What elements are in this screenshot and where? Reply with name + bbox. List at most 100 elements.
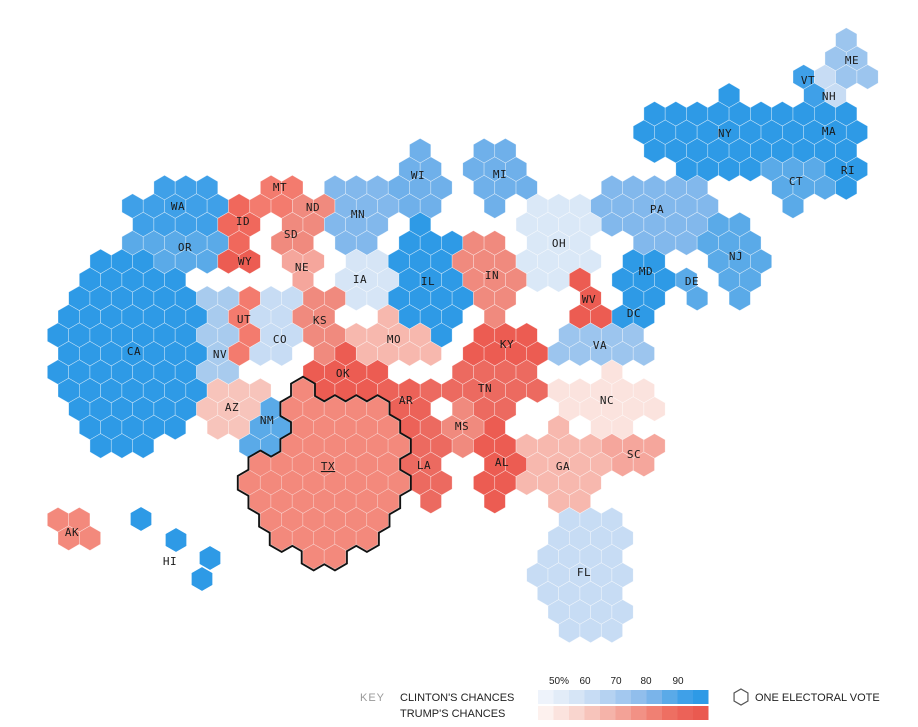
legend-tick-label: 80 xyxy=(640,676,652,687)
state-label-nh[interactable]: NH xyxy=(822,90,836,103)
legend-trump-swatch xyxy=(677,706,693,720)
legend-clinton-swatch xyxy=(569,690,585,704)
legend-trump-swatch xyxy=(553,706,569,720)
legend-trump-label: TRUMP'S CHANCES xyxy=(400,708,505,720)
state-label-ia[interactable]: IA xyxy=(353,273,367,286)
hex-nj xyxy=(728,285,751,311)
state-label-nv[interactable]: NV xyxy=(213,348,227,361)
state-label-ga[interactable]: GA xyxy=(556,460,570,473)
hex-hi xyxy=(165,527,187,553)
hex-de xyxy=(686,285,709,311)
state-label-vt[interactable]: VT xyxy=(801,74,815,87)
legend-clinton-swatch xyxy=(600,690,616,704)
state-label-ma[interactable]: MA xyxy=(822,125,836,138)
state-label-wv[interactable]: WV xyxy=(582,293,596,306)
state-label-pa[interactable]: PA xyxy=(650,203,664,216)
hex-hi xyxy=(130,506,152,532)
hex-sc xyxy=(632,451,655,477)
state-label-id[interactable]: ID xyxy=(236,215,250,228)
hex-hi xyxy=(199,545,221,571)
hex-al xyxy=(483,488,506,514)
state-label-nd[interactable]: ND xyxy=(306,201,320,214)
hex-ct xyxy=(782,193,804,219)
state-label-sd[interactable]: SD xyxy=(284,228,298,241)
state-label-co[interactable]: CO xyxy=(273,333,287,346)
hex-fl xyxy=(600,617,623,644)
state-label-tn[interactable]: TN xyxy=(478,382,492,395)
hex-ri xyxy=(835,174,858,201)
state-label-hi[interactable]: HI xyxy=(163,555,177,568)
legend-clinton-swatch xyxy=(631,690,647,704)
electoral-vote-hex-icon xyxy=(733,688,749,706)
legend-trump-swatch xyxy=(584,706,600,720)
legend-clinton-label: CLINTON'S CHANCES xyxy=(400,692,514,704)
state-label-va[interactable]: VA xyxy=(593,339,607,352)
legend-trump-swatch xyxy=(569,706,585,720)
state-label-ar[interactable]: AR xyxy=(399,394,413,407)
legend-clinton-swatch xyxy=(662,690,678,704)
legend-trump-swatch xyxy=(693,706,709,720)
state-label-mn[interactable]: MN xyxy=(351,208,365,221)
state-label-ks[interactable]: KS xyxy=(313,314,327,327)
state-label-de[interactable]: DE xyxy=(685,275,699,288)
state-label-az[interactable]: AZ xyxy=(225,401,239,414)
state-label-ky[interactable]: KY xyxy=(500,338,514,351)
legend-trump-swatch xyxy=(662,706,678,720)
legend-clinton-swatch xyxy=(693,690,709,704)
state-label-ri[interactable]: RI xyxy=(841,164,855,177)
state-label-in[interactable]: IN xyxy=(485,269,499,282)
state-label-ut[interactable]: UT xyxy=(237,313,251,326)
state-label-ak[interactable]: AK xyxy=(65,526,79,539)
state-label-sc[interactable]: SC xyxy=(627,448,641,461)
state-label-or[interactable]: OR xyxy=(178,241,192,254)
state-label-tx[interactable]: TX xyxy=(321,460,335,473)
hex-nc xyxy=(643,396,666,422)
legend-clinton-swatch xyxy=(584,690,600,704)
state-label-dc[interactable]: DC xyxy=(627,307,641,320)
state-label-fl[interactable]: FL xyxy=(577,566,591,579)
state-label-ms[interactable]: MS xyxy=(455,420,469,433)
hex-ca xyxy=(164,414,187,441)
legend-trump-swatch xyxy=(646,706,662,720)
state-label-md[interactable]: MD xyxy=(639,265,653,278)
state-label-mt[interactable]: MT xyxy=(273,181,287,194)
state-label-mo[interactable]: MO xyxy=(387,333,401,346)
legend-tick-label: 70 xyxy=(610,676,622,687)
state-label-wa[interactable]: WA xyxy=(171,200,185,213)
state-label-nj[interactable]: NJ xyxy=(729,250,743,263)
hex-ca xyxy=(132,433,155,459)
state-label-il[interactable]: IL xyxy=(421,275,435,288)
state-label-me[interactable]: ME xyxy=(845,54,859,67)
hex-la xyxy=(419,488,442,514)
state-label-oh[interactable]: OH xyxy=(552,237,566,250)
hex-layer xyxy=(47,27,879,644)
legend: KEY CLINTON'S CHANCES TRUMP'S CHANCES 50% 60… xyxy=(360,676,880,720)
state-label-wy[interactable]: WY xyxy=(238,255,252,268)
state-label-ok[interactable]: OK xyxy=(336,367,350,380)
state-label-al[interactable]: AL xyxy=(495,456,509,469)
legend-clinton-swatch xyxy=(538,690,554,704)
state-label-ct[interactable]: CT xyxy=(789,175,803,188)
state-label-nc[interactable]: NC xyxy=(600,394,614,407)
legend-clinton-swatch xyxy=(646,690,662,704)
hex-mi xyxy=(483,193,506,219)
state-label-mi[interactable]: MI xyxy=(493,168,507,181)
hex-mo xyxy=(419,341,442,367)
state-label-ne[interactable]: NE xyxy=(295,261,309,274)
state-label-ca[interactable]: CA xyxy=(127,345,141,358)
legend-clinton-swatch xyxy=(553,690,569,704)
state-label-ny[interactable]: NY xyxy=(718,127,732,140)
legend-clinton-swatch xyxy=(677,690,693,704)
legend-key-label: KEY xyxy=(360,692,385,704)
hex-va xyxy=(632,341,655,367)
state-labels: WA OR CA ID MT ND SD WY NE NV UT CO AZ NM TX KS OK MN IA MO… xyxy=(65,54,859,579)
legend-tick-label: 60 xyxy=(579,676,591,687)
hex-me xyxy=(856,64,879,90)
state-label-wi[interactable]: WI xyxy=(411,169,425,182)
hex-hi xyxy=(191,566,213,592)
state-label-nm[interactable]: NM xyxy=(260,414,274,427)
state-label-la[interactable]: LA xyxy=(417,459,431,472)
hex-wy xyxy=(238,248,261,275)
legend-tick-label: 50% xyxy=(549,676,569,687)
